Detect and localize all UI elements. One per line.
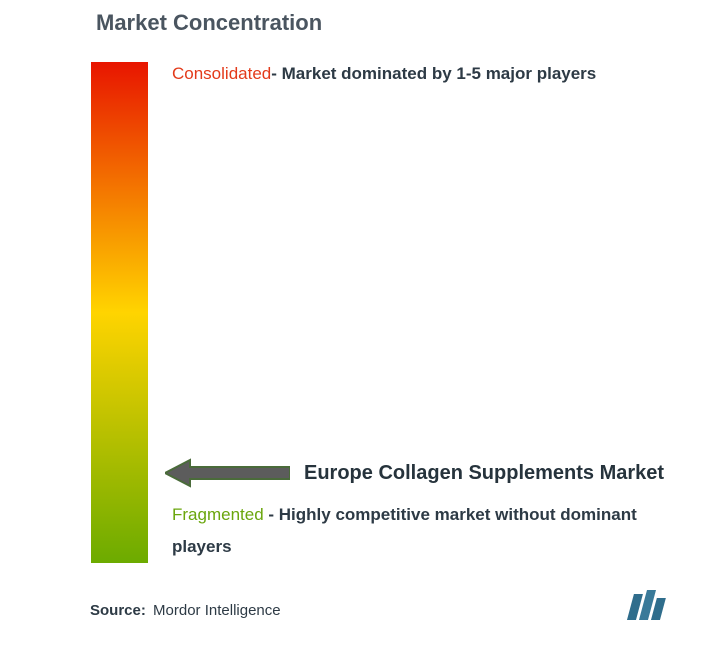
consolidated-description: - Market dominated by 1-5 major players (271, 64, 596, 83)
market-pointer-arrow-icon (165, 458, 290, 488)
source-attribution: Source: Mordor Intelligence (90, 602, 281, 619)
chart-title: Market Concentration (96, 10, 322, 36)
fragmented-annotation: Fragmented - Highly competitive market w… (172, 499, 672, 564)
source-label: Source: (90, 602, 146, 619)
consolidated-annotation: Consolidated- Market dominated by 1-5 ma… (172, 63, 596, 85)
fragmented-status-text: Fragmented (172, 505, 264, 524)
source-value: Mordor Intelligence (153, 602, 281, 619)
concentration-gradient-bar (91, 62, 148, 563)
market-name-label: Europe Collagen Supplements Market (304, 462, 664, 485)
consolidated-status-text: Consolidated (172, 64, 271, 83)
mordor-intelligence-logo-icon (627, 590, 671, 620)
